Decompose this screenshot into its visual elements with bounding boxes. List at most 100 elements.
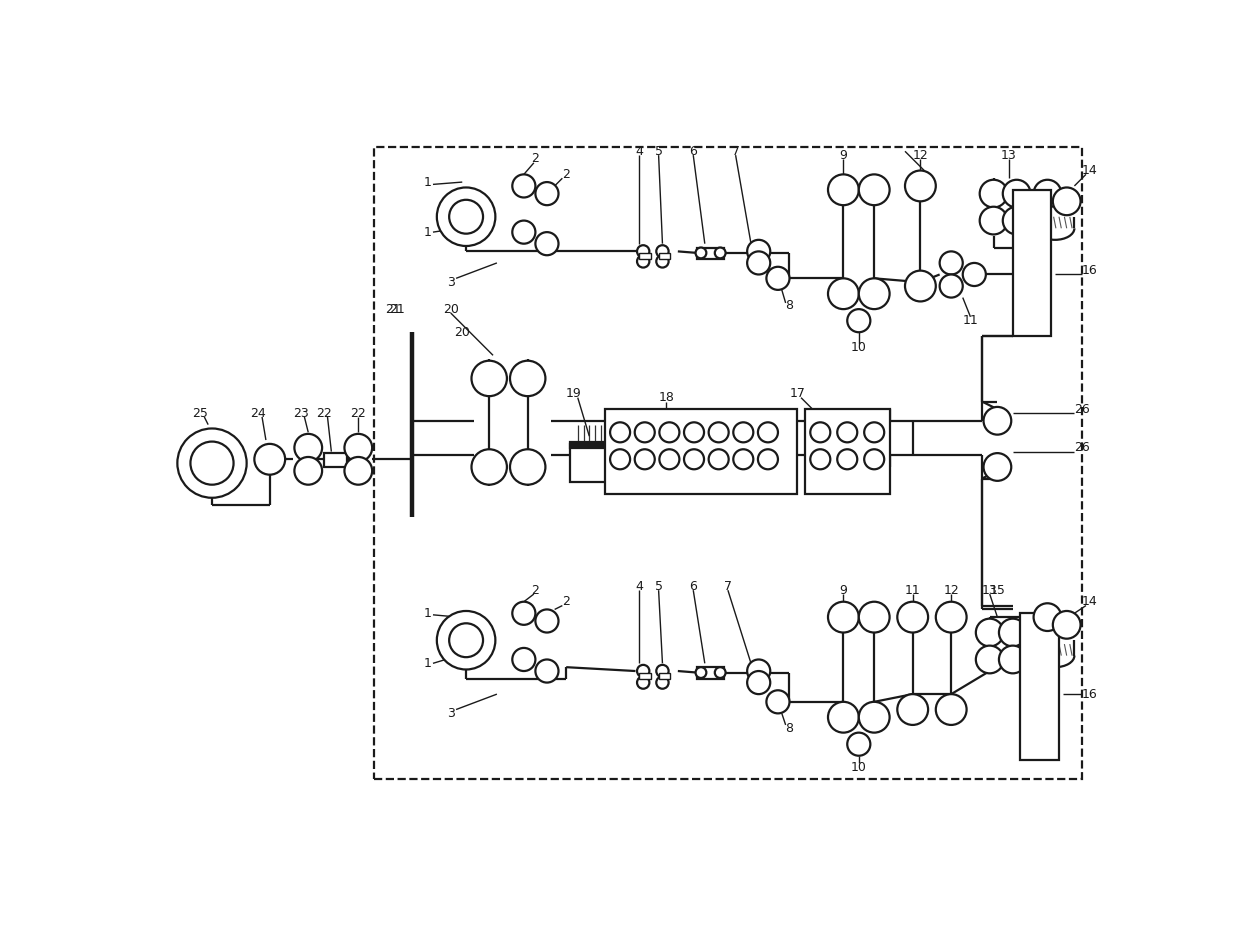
Circle shape xyxy=(748,671,770,694)
Text: 25: 25 xyxy=(192,407,208,420)
Circle shape xyxy=(758,450,777,469)
Text: 22: 22 xyxy=(351,407,366,420)
Text: 1: 1 xyxy=(424,225,432,238)
Circle shape xyxy=(980,180,1007,208)
Text: 10: 10 xyxy=(851,341,867,354)
Circle shape xyxy=(191,441,233,485)
Text: 7: 7 xyxy=(732,145,739,158)
Circle shape xyxy=(748,251,770,274)
Circle shape xyxy=(976,618,1003,646)
Circle shape xyxy=(828,174,859,205)
Circle shape xyxy=(828,278,859,309)
Circle shape xyxy=(733,423,754,442)
Text: 17: 17 xyxy=(790,387,805,400)
Circle shape xyxy=(936,694,967,725)
Circle shape xyxy=(837,450,857,469)
Circle shape xyxy=(733,450,754,469)
Circle shape xyxy=(696,248,707,259)
Circle shape xyxy=(177,428,247,498)
Circle shape xyxy=(1003,207,1030,235)
Circle shape xyxy=(436,187,495,246)
Circle shape xyxy=(610,423,630,442)
Circle shape xyxy=(936,602,967,632)
Circle shape xyxy=(859,174,889,205)
Text: 7: 7 xyxy=(724,579,732,593)
Text: 23: 23 xyxy=(293,407,309,420)
Text: 6: 6 xyxy=(689,579,697,593)
Text: 21: 21 xyxy=(386,302,401,315)
Text: 14: 14 xyxy=(1083,164,1097,177)
Text: 18: 18 xyxy=(658,391,675,404)
Circle shape xyxy=(684,423,704,442)
Bar xyxy=(640,673,651,679)
Circle shape xyxy=(748,240,770,263)
Circle shape xyxy=(758,423,777,442)
Circle shape xyxy=(898,694,928,725)
Circle shape xyxy=(859,702,889,732)
Text: 2: 2 xyxy=(562,595,570,608)
Bar xyxy=(697,248,724,259)
Text: 12: 12 xyxy=(944,584,959,597)
Circle shape xyxy=(660,450,680,469)
Circle shape xyxy=(810,423,831,442)
Circle shape xyxy=(512,648,536,671)
Text: 1: 1 xyxy=(424,607,432,620)
Circle shape xyxy=(345,457,372,485)
Bar xyxy=(1013,190,1052,337)
Circle shape xyxy=(999,645,1027,673)
Text: 26: 26 xyxy=(1074,402,1090,415)
Circle shape xyxy=(859,278,889,309)
Circle shape xyxy=(512,602,536,625)
Circle shape xyxy=(294,434,322,462)
Circle shape xyxy=(637,665,650,678)
Text: 13: 13 xyxy=(982,584,997,597)
Text: 21: 21 xyxy=(389,302,404,315)
Circle shape xyxy=(940,274,962,298)
Circle shape xyxy=(962,263,986,286)
Circle shape xyxy=(449,200,484,234)
Text: 5: 5 xyxy=(655,579,662,593)
Text: 3: 3 xyxy=(446,275,455,288)
Circle shape xyxy=(512,174,536,197)
Text: 22: 22 xyxy=(316,407,331,420)
Circle shape xyxy=(656,665,668,678)
Text: 4: 4 xyxy=(635,145,644,158)
Circle shape xyxy=(898,602,928,632)
Circle shape xyxy=(635,450,655,469)
Circle shape xyxy=(766,267,790,290)
Circle shape xyxy=(610,450,630,469)
Text: 11: 11 xyxy=(905,584,920,597)
Circle shape xyxy=(536,659,558,682)
Circle shape xyxy=(708,423,729,442)
Circle shape xyxy=(905,271,936,301)
Circle shape xyxy=(471,450,507,485)
Circle shape xyxy=(656,677,668,689)
Bar xyxy=(605,409,797,494)
Text: 5: 5 xyxy=(655,145,662,158)
Text: 9: 9 xyxy=(839,584,847,597)
Circle shape xyxy=(536,609,558,632)
Bar xyxy=(697,667,724,679)
Circle shape xyxy=(714,667,725,678)
Circle shape xyxy=(1034,180,1061,208)
Bar xyxy=(570,444,624,482)
Circle shape xyxy=(294,457,322,485)
Circle shape xyxy=(684,450,704,469)
Text: 16: 16 xyxy=(1083,264,1097,277)
Text: 20: 20 xyxy=(443,302,459,315)
Circle shape xyxy=(828,602,859,632)
Circle shape xyxy=(1053,187,1080,215)
Text: 2: 2 xyxy=(562,168,570,181)
Text: 2: 2 xyxy=(532,152,539,166)
Circle shape xyxy=(637,255,650,268)
Text: 19: 19 xyxy=(565,387,582,400)
Circle shape xyxy=(976,645,1003,673)
Circle shape xyxy=(656,246,668,258)
Text: 16: 16 xyxy=(1083,688,1097,701)
Bar xyxy=(324,453,347,467)
Circle shape xyxy=(637,677,650,689)
Bar xyxy=(640,253,651,259)
Circle shape xyxy=(847,732,870,756)
Circle shape xyxy=(1034,603,1061,631)
Circle shape xyxy=(656,255,668,268)
